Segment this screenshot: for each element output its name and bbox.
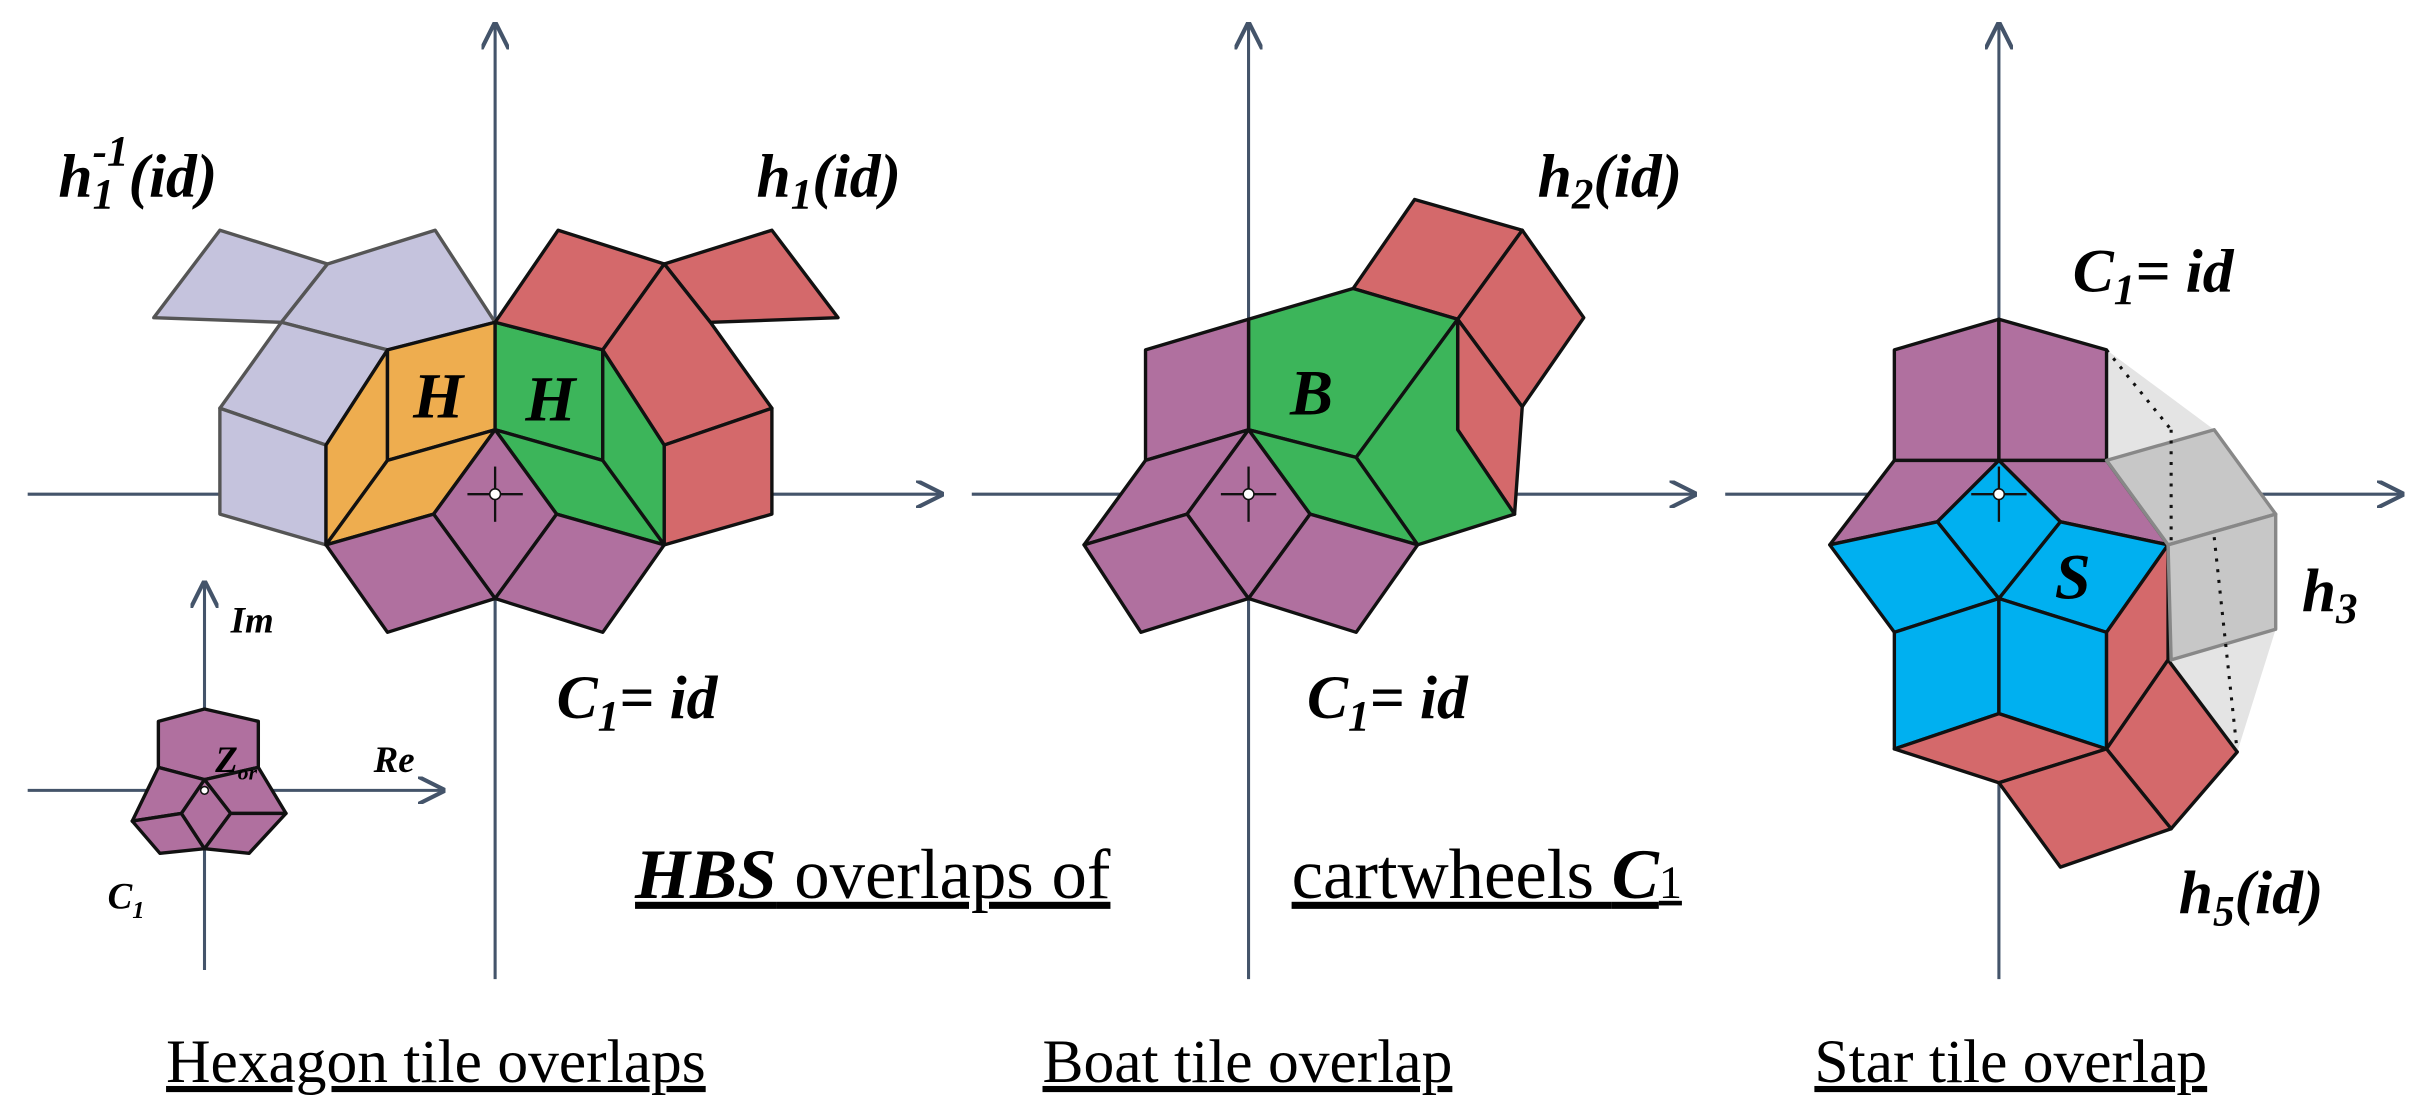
label-main: Z xyxy=(214,739,238,780)
label-sub: 3 xyxy=(2335,586,2358,633)
caption: Boat tile overlap xyxy=(1043,1028,1453,1096)
label: C1= id xyxy=(557,664,719,740)
label-sub: 5 xyxy=(2213,888,2235,935)
label-main: h xyxy=(58,142,92,210)
tile xyxy=(1997,747,2173,869)
tile-letter: B xyxy=(1289,357,1333,428)
title-rest: overlaps of xyxy=(777,836,1111,914)
caption: Star tile overlap xyxy=(1814,1028,2207,1096)
tile xyxy=(1246,512,1420,634)
title: cartwheels C1 xyxy=(1292,836,1682,914)
tile xyxy=(2166,512,2278,662)
tile-letter: H xyxy=(412,360,465,431)
label-sub: 1 xyxy=(2114,267,2136,314)
axis-label: Im xyxy=(230,599,274,640)
origin xyxy=(199,785,210,795)
origin xyxy=(1242,488,1255,501)
tile-letter: H xyxy=(524,364,577,435)
label-rest: = id xyxy=(2135,238,2235,306)
tile xyxy=(493,512,666,634)
tile xyxy=(202,811,288,855)
title-emph: HBS xyxy=(634,836,777,914)
tiles-3 xyxy=(1828,317,2278,869)
origin xyxy=(488,488,502,501)
label-sub: 1 xyxy=(93,172,115,219)
label-rest: (id) xyxy=(1593,142,1682,210)
origin-label: Zor xyxy=(214,739,257,785)
title-sub: 1 xyxy=(1659,857,1682,908)
label: h1(id) xyxy=(757,142,902,218)
label-sub: 1 xyxy=(791,172,813,219)
label-rest: = id xyxy=(619,664,719,732)
tile-letter: S xyxy=(2055,542,2091,613)
label-sub: 1 xyxy=(1348,694,1370,741)
label: h2(id) xyxy=(1538,142,1683,218)
label-main: h xyxy=(757,142,791,210)
label-sub: 2 xyxy=(1571,172,1594,219)
label-rest: (id) xyxy=(2235,859,2324,927)
label-main: C xyxy=(557,664,599,732)
origin-1 xyxy=(467,466,523,522)
dotted-line xyxy=(2212,536,2239,753)
label-sup: -1 xyxy=(93,129,129,176)
label: C1= id xyxy=(1307,664,1469,740)
label-main: h xyxy=(2179,859,2213,927)
label-sub: 1 xyxy=(598,694,620,741)
label-main: C xyxy=(108,876,133,917)
title-second: cartwheels xyxy=(1292,836,1612,914)
origin-2 xyxy=(1220,466,1277,522)
title: HBS overlaps of xyxy=(634,836,1111,914)
label-rest: = id xyxy=(1370,664,1470,732)
label: h5(id) xyxy=(2179,859,2324,935)
label-main: C xyxy=(1307,664,1349,732)
label-rest: (id) xyxy=(812,142,901,210)
label: h3 xyxy=(2302,557,2358,633)
label-main: C xyxy=(2073,238,2115,306)
origin xyxy=(1992,488,2006,501)
cartwheel-label: C1 xyxy=(108,876,145,924)
tiles-2 xyxy=(1082,197,1586,634)
label-main: h xyxy=(2302,557,2336,625)
tile xyxy=(601,262,774,447)
caption: Hexagon tile overlaps xyxy=(166,1028,706,1096)
tile xyxy=(662,406,774,547)
inset xyxy=(27,583,443,970)
tile xyxy=(1892,317,2001,463)
axis-label: Re xyxy=(373,739,415,780)
tile xyxy=(1997,317,2109,463)
label: h1-1(id) xyxy=(58,129,217,219)
label-rest: (id) xyxy=(128,142,217,210)
tiles-1 xyxy=(152,228,840,634)
title-symbol: C xyxy=(1612,836,1660,914)
label-sub: or xyxy=(238,761,258,785)
label-main: h xyxy=(1538,142,1572,210)
label-sub: 1 xyxy=(132,897,144,924)
label: C1= id xyxy=(2073,238,2235,314)
origin-3 xyxy=(1971,466,2027,522)
